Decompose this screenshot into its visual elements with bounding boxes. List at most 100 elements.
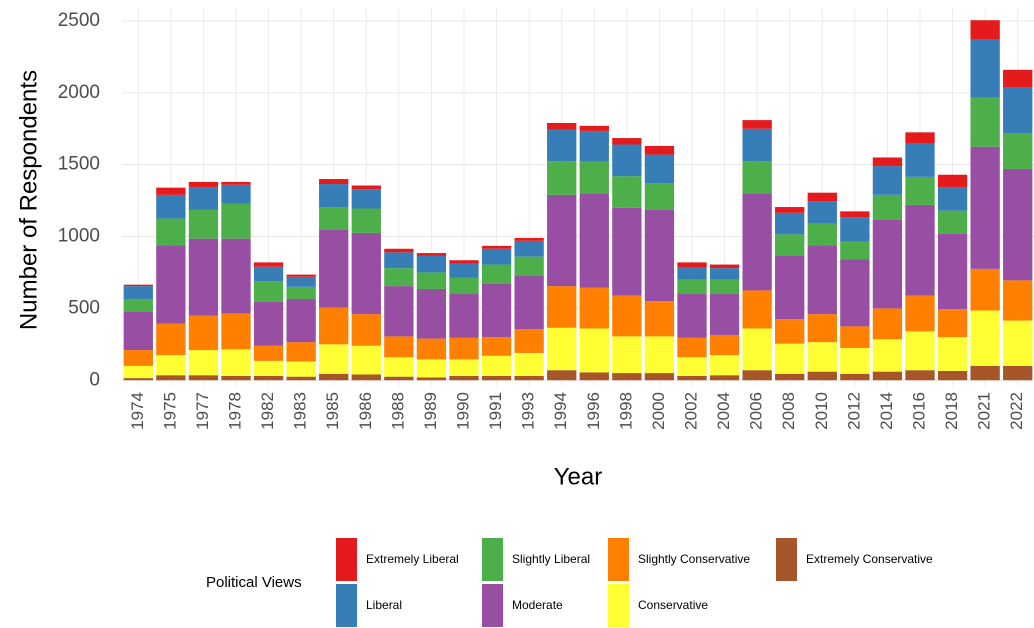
x-tick-label: 2022 xyxy=(1007,392,1026,430)
bar-segment xyxy=(905,370,935,381)
y-tick-label: 1500 xyxy=(58,154,100,175)
x-tick-label: 2014 xyxy=(877,392,896,430)
legend-key xyxy=(336,538,357,581)
bar-segment xyxy=(970,20,1000,40)
bar-segment xyxy=(1003,280,1033,321)
bar-segment xyxy=(384,286,414,337)
bar-segment xyxy=(709,268,740,280)
bar-segment xyxy=(351,189,381,209)
bar-segment xyxy=(253,375,284,381)
bar-segment xyxy=(319,307,349,345)
bar-segment xyxy=(351,185,381,190)
bar-segment xyxy=(547,286,577,328)
bar-segment xyxy=(123,365,153,379)
bar-segment xyxy=(677,279,707,295)
bar-segment xyxy=(514,237,544,241)
bar-segment xyxy=(742,128,772,162)
bar-segment xyxy=(1003,320,1033,366)
bar-segment xyxy=(970,39,1000,98)
bar-segment xyxy=(644,183,675,210)
bar-segment xyxy=(514,352,544,376)
bar-segment xyxy=(514,375,544,381)
bar-segment xyxy=(188,315,219,351)
bar-segment xyxy=(644,145,675,155)
x-tick-label: 1996 xyxy=(584,392,603,430)
bar-segment xyxy=(123,378,153,381)
bar-segment xyxy=(156,245,186,324)
bar-segment xyxy=(840,217,870,242)
bar-segment xyxy=(547,129,577,162)
bar-segment xyxy=(253,266,284,282)
bar-segment xyxy=(514,240,544,257)
bar-segment xyxy=(937,186,968,211)
bar-segment xyxy=(123,284,153,287)
bar-segment xyxy=(677,375,707,381)
bar-segment xyxy=(514,329,544,353)
bar-segment xyxy=(775,255,805,320)
x-tick-label: 2008 xyxy=(779,392,798,430)
bar-segment xyxy=(156,355,186,376)
bar-segment xyxy=(319,184,349,208)
bar-segment xyxy=(644,209,675,302)
x-tick-label: 2016 xyxy=(909,392,928,430)
bar-segment xyxy=(221,184,251,204)
x-tick-label: 1977 xyxy=(193,392,212,430)
bar-segment xyxy=(286,342,316,362)
y-axis-title: Number of Respondents xyxy=(15,70,42,330)
y-tick-label: 2000 xyxy=(58,82,100,103)
bar-segment xyxy=(937,233,968,310)
bar-segment xyxy=(644,373,675,381)
bar-segment xyxy=(677,337,707,358)
legend-label: Extremely Liberal xyxy=(366,552,459,566)
bar-segment xyxy=(319,229,349,308)
bar-segment xyxy=(1003,133,1033,169)
legend-key xyxy=(776,538,797,581)
bar-segment xyxy=(188,181,219,187)
bar-segment xyxy=(840,211,870,218)
bar-segment xyxy=(807,192,837,202)
bar-segment xyxy=(416,288,447,339)
legend-key xyxy=(482,538,503,581)
bar-segment xyxy=(840,373,870,381)
legend-title: Political Views xyxy=(206,574,302,591)
bar-segment xyxy=(677,267,707,280)
bar-segment xyxy=(253,301,284,346)
bar-segment xyxy=(644,336,675,374)
bar-segment xyxy=(384,252,414,269)
x-tick-label: 2012 xyxy=(844,392,863,430)
bar-segment xyxy=(286,299,316,343)
x-tick-label: 2006 xyxy=(747,392,766,430)
x-tick-label: 1975 xyxy=(160,392,179,430)
bar-segment xyxy=(872,166,903,195)
bar-segment xyxy=(449,293,479,338)
bar-segment xyxy=(840,347,870,374)
bar-segment xyxy=(188,209,219,239)
bar-segment xyxy=(579,130,609,162)
bar-segment xyxy=(970,268,1000,311)
bar-segment xyxy=(188,375,219,381)
bar-segment xyxy=(677,294,707,338)
y-tick-label: 2500 xyxy=(58,10,100,31)
bar-segment xyxy=(221,203,251,239)
bar-segment xyxy=(188,350,219,376)
bar-segment xyxy=(514,275,544,330)
bar-segment xyxy=(481,355,512,376)
bar-segment xyxy=(775,234,805,256)
bar-segment xyxy=(416,272,447,289)
bar-segment xyxy=(840,326,870,348)
bar-segment xyxy=(612,373,642,381)
x-tick-label: 1989 xyxy=(421,392,440,430)
bar-segment xyxy=(416,255,447,273)
x-tick-label: 1993 xyxy=(519,392,538,430)
bar-segment xyxy=(547,327,577,371)
bar-segment xyxy=(481,248,512,265)
bar-segment xyxy=(644,154,675,184)
bar-segment xyxy=(612,144,642,177)
bar-segment xyxy=(286,361,316,377)
bar-segment xyxy=(123,299,153,312)
bar-segment xyxy=(449,260,479,264)
bar-segment xyxy=(319,207,349,230)
bar-segment xyxy=(286,274,316,277)
bar-segment xyxy=(384,357,414,377)
x-tick-label: 1986 xyxy=(356,392,375,430)
